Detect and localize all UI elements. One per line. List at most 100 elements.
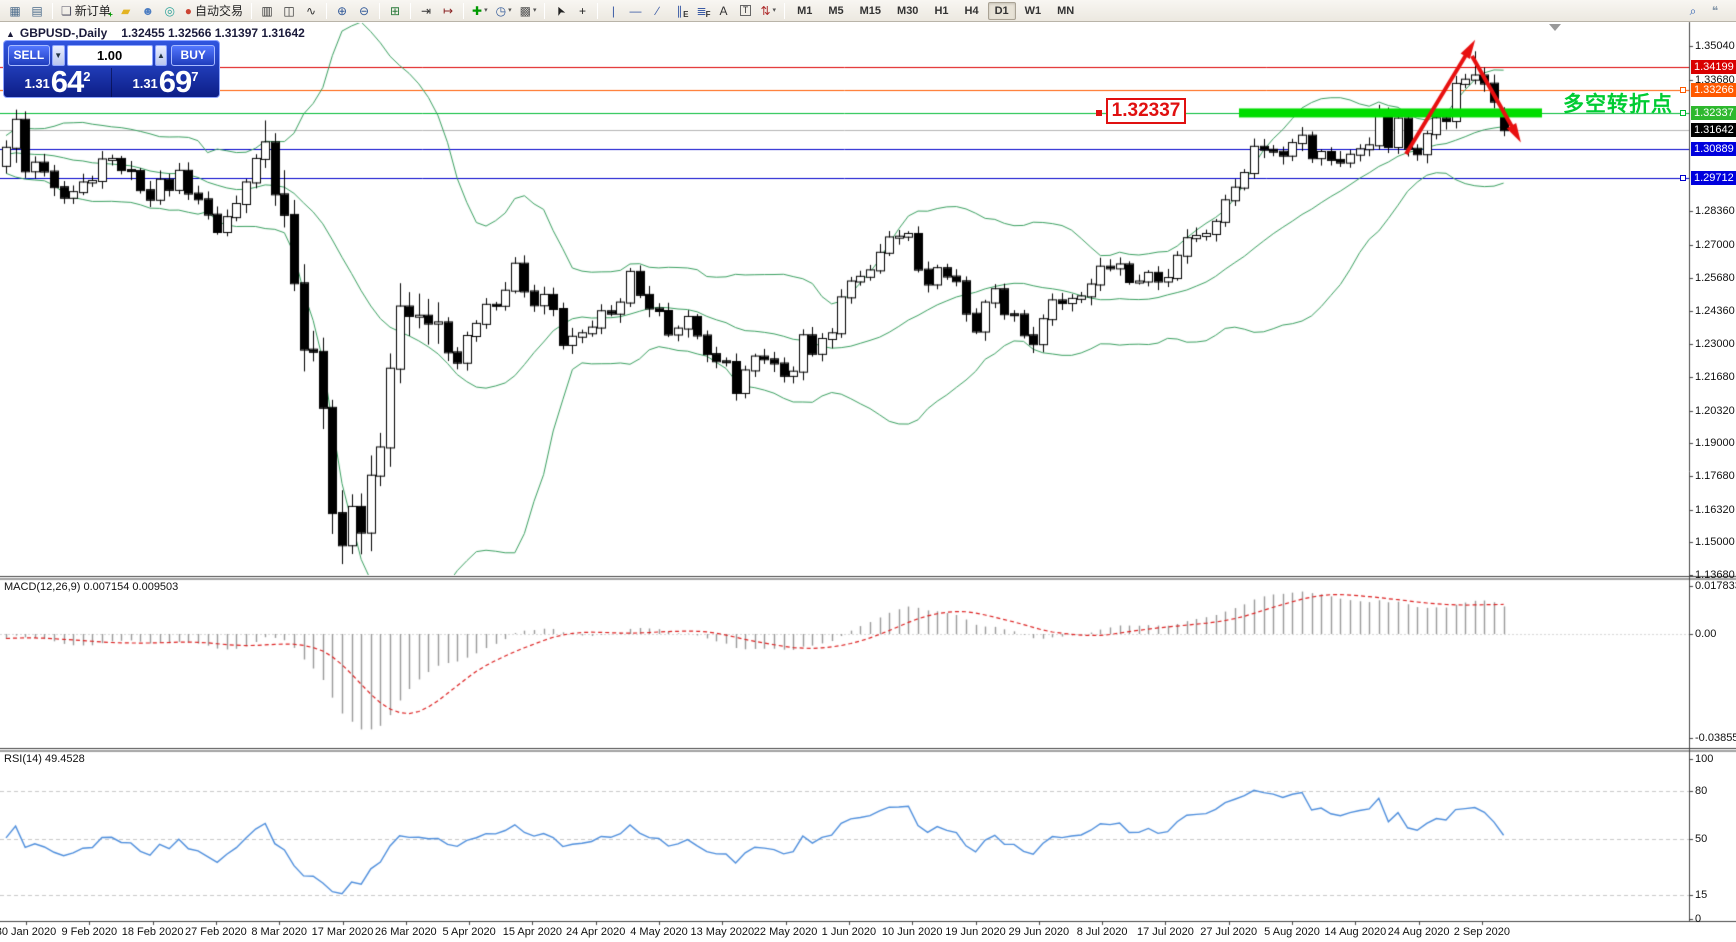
tile-windows-button[interactable]: ⊞ <box>385 2 405 20</box>
chevron-down-icon[interactable]: ▾ <box>532 7 537 14</box>
auto-scroll-button[interactable]: ⇥ <box>416 2 436 20</box>
line-chart-button[interactable]: ∿ <box>301 2 321 20</box>
date-axis-label: 14 Aug 2020 <box>1324 926 1387 938</box>
price-scale-tick: 1.25680 <box>1695 271 1735 284</box>
price-level-badge: 1.34199 <box>1691 59 1736 74</box>
data-window-icon: ▤ <box>31 3 43 18</box>
date-axis-label: 18 Feb 2020 <box>121 926 184 938</box>
sell-price[interactable]: 1.31 64 2 <box>4 65 111 97</box>
timeframe-mn-button[interactable]: MN <box>1057 4 1075 17</box>
macd-scale-tick: 0.017833 <box>1695 579 1736 592</box>
rsi-scale-tick: 80 <box>1695 785 1708 797</box>
autotrading-button[interactable]: ● 自动交易 <box>182 2 246 20</box>
autotrading-icon: ● <box>184 3 193 18</box>
text-label-button[interactable]: T <box>735 2 755 20</box>
chevron-down-icon[interactable]: ▾ <box>772 7 777 14</box>
buy-button[interactable]: BUY <box>171 44 215 66</box>
timeframe-m5-button[interactable]: M5 <box>828 4 844 17</box>
collapse-panel-icon[interactable]: ▲ <box>6 29 15 39</box>
date-axis-label: 17 Mar 2020 <box>311 926 374 938</box>
bar-chart-button[interactable]: ▥ <box>257 2 277 20</box>
text-button[interactable]: A <box>713 2 733 20</box>
price-level-badge: 1.29712 <box>1691 170 1736 185</box>
search-button[interactable]: ⌕ <box>1683 2 1703 20</box>
trend-line-button[interactable]: ∕ <box>647 2 667 20</box>
rsi-scale-tick: 100 <box>1695 753 1714 765</box>
quote-prices-row: 1.31 64 2 1.31 69 7 <box>4 65 219 97</box>
cursor-button[interactable]: ➤ <box>550 2 570 20</box>
candlestick-chart-icon: ◫ <box>283 3 295 18</box>
signal-icon: ◎ <box>164 3 176 18</box>
date-axis-label: 8 Jul 2020 <box>1076 926 1128 938</box>
price-level-label[interactable]: 1.32337 <box>1106 98 1186 124</box>
trend-line-icon: ∕ <box>656 3 659 18</box>
date-axis-label: 13 May 2020 <box>690 926 755 938</box>
buy-price[interactable]: 1.31 69 7 <box>111 65 219 97</box>
date-axis-label: 8 Mar 2020 <box>251 926 308 938</box>
new-order-button[interactable]: ❏ + 新订单 <box>58 2 114 20</box>
timeframe-d1-button[interactable]: D1 <box>987 1 1016 20</box>
sell-button[interactable]: SELL <box>8 44 50 66</box>
new-order-icon: ❏ <box>61 3 72 18</box>
timeframe-m1-button[interactable]: M1 <box>797 4 813 17</box>
arrows-tool-button[interactable]: ⇅ ▾ <box>757 2 779 20</box>
timeframe-h4-button[interactable]: H4 <box>964 4 979 17</box>
toolbar-buttons: ▦ ▤ ❏ + 新订单 ▰ ☻ ◎ ● 自动交易 ▥ ◫ ∿ ⊕ ⊖ ⊞ ⇥ ↦ ✚ ▾ ◷ ▾ ▩ ▾ ➤ + | — ∕ ∥ E ≣ F A T… <box>4 2 789 20</box>
chevron-down-icon[interactable]: ▾ <box>484 7 488 14</box>
timeframe-h1-button[interactable]: H1 <box>934 4 949 17</box>
volume-input[interactable] <box>66 44 153 66</box>
price-scale-tick: 1.27000 <box>1695 239 1735 252</box>
line-handle[interactable] <box>1680 174 1686 181</box>
timeframe-toolbar: M1 M5 M15 M30 H1 H4 D1 W1 MN <box>789 1 1082 20</box>
fibonacci-button[interactable]: ≣ F <box>691 2 711 20</box>
chevron-down-icon[interactable]: ▾ <box>508 7 512 14</box>
zoom-out-button[interactable]: ⊖ <box>354 2 374 20</box>
date-axis-label: 30 Jan 2020 <box>0 926 57 938</box>
crosshair-button[interactable]: + <box>572 2 592 20</box>
date-axis-label: 22 May 2020 <box>753 926 818 938</box>
eraser-button[interactable]: ▰ <box>116 2 136 20</box>
macd-scale-tick: -0.038559 <box>1695 731 1736 744</box>
text-icon: A <box>719 3 728 18</box>
line-handle[interactable] <box>1680 86 1686 93</box>
timeframe-m15-button[interactable]: M15 <box>859 4 882 17</box>
horizontal-line-button[interactable]: — <box>625 2 645 20</box>
volume-increase-button[interactable]: ▲ <box>154 44 168 66</box>
chart-shift-marker-icon[interactable] <box>1549 24 1561 31</box>
line-handle[interactable] <box>1096 109 1102 116</box>
template-button[interactable]: ▩ ▾ <box>517 2 540 20</box>
market-watch-button[interactable]: ▦ <box>5 2 25 20</box>
toolbar-separator <box>597 2 599 19</box>
date-axis-label: 5 Aug 2020 <box>1264 926 1320 938</box>
line-handle[interactable] <box>1680 109 1686 116</box>
ohlc-quote-label: 1.32455 1.32566 1.31397 1.31642 <box>121 26 305 40</box>
turning-point-annotation[interactable]: 多空转折点 <box>1563 93 1673 116</box>
chat-button[interactable]: ❝ <box>1705 2 1725 20</box>
period-clock-button[interactable]: ◷ ▾ <box>493 2 515 20</box>
sell-price-sup: 2 <box>83 69 91 84</box>
rsi-indicator-label: RSI(14) 49.4528 <box>4 753 85 765</box>
signal-button[interactable]: ◎ <box>160 2 180 20</box>
zoom-in-button[interactable]: ⊕ <box>332 2 352 20</box>
timeframe-w1-button[interactable]: W1 <box>1024 4 1042 17</box>
timeframe-m30-button[interactable]: M30 <box>897 4 919 17</box>
vertical-line-button[interactable]: | <box>603 2 623 20</box>
date-axis-label: 1 Jun 2020 <box>821 926 877 938</box>
data-window-button[interactable]: ▤ <box>27 2 47 20</box>
price-scale-tick: 1.35040 <box>1695 40 1735 52</box>
add-indicator-button[interactable]: ✚ ▾ <box>469 2 491 20</box>
toolbar-separator <box>784 2 786 19</box>
profile-button[interactable]: ☻ <box>138 2 158 20</box>
period-clock-icon: ◷ <box>495 3 507 18</box>
date-axis-label: 24 Apr 2020 <box>566 926 626 938</box>
candlestick-chart-button[interactable]: ◫ <box>279 2 299 20</box>
profile-icon: ☻ <box>141 3 155 18</box>
cursor-icon: ➤ <box>552 2 569 19</box>
volume-decrease-button[interactable]: ▼ <box>51 44 65 66</box>
chart-shift-button[interactable]: ↦ <box>438 2 458 20</box>
date-axis-label: 15 Apr 2020 <box>502 926 563 938</box>
channel-button[interactable]: ∥ E <box>669 2 689 20</box>
